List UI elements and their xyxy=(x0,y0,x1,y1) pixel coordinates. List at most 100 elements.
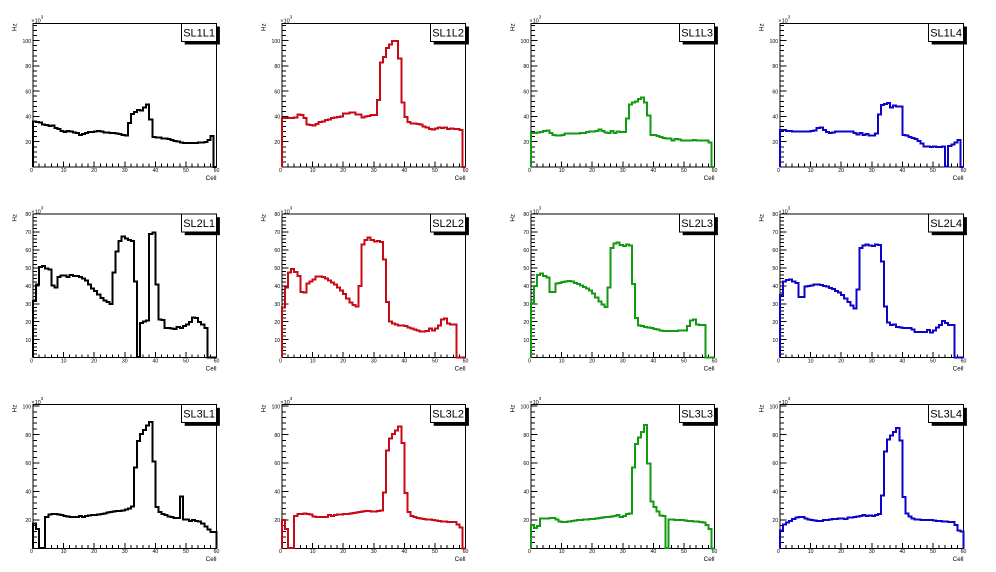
svg-text:50: 50 xyxy=(432,168,438,174)
svg-text:50: 50 xyxy=(772,266,778,272)
svg-text:50: 50 xyxy=(523,266,529,272)
svg-text:Cell: Cell xyxy=(704,366,715,373)
svg-text:60: 60 xyxy=(274,461,280,467)
svg-text:Hz: Hz xyxy=(12,405,19,413)
svg-text:SL3L3: SL3L3 xyxy=(681,409,713,421)
svg-text:SL3L1: SL3L1 xyxy=(183,409,215,421)
svg-text:30: 30 xyxy=(869,359,875,365)
svg-text:40: 40 xyxy=(401,359,407,365)
svg-text:20: 20 xyxy=(589,168,595,174)
svg-text:40: 40 xyxy=(25,115,31,121)
svg-text:SL1L1: SL1L1 xyxy=(183,27,215,39)
svg-text:40: 40 xyxy=(899,549,905,555)
svg-text:50: 50 xyxy=(681,168,687,174)
svg-text:10: 10 xyxy=(772,338,778,344)
svg-text:Cell: Cell xyxy=(206,175,217,182)
svg-text:SL2L1: SL2L1 xyxy=(183,218,215,230)
svg-text:Hz: Hz xyxy=(759,23,766,31)
svg-text:Cell: Cell xyxy=(704,175,715,182)
svg-text:Hz: Hz xyxy=(510,214,517,222)
svg-text:40: 40 xyxy=(274,115,280,121)
svg-text:60: 60 xyxy=(961,168,967,174)
svg-text:Cell: Cell xyxy=(455,556,466,563)
svg-text:30: 30 xyxy=(274,302,280,308)
svg-text:Hz: Hz xyxy=(12,23,19,31)
svg-text:30: 30 xyxy=(122,549,128,555)
svg-text:30: 30 xyxy=(620,359,626,365)
svg-text:SL1L2: SL1L2 xyxy=(432,27,464,39)
svg-text:0: 0 xyxy=(279,359,282,365)
svg-text:30: 30 xyxy=(122,168,128,174)
svg-text:50: 50 xyxy=(432,359,438,365)
svg-text:Cell: Cell xyxy=(206,366,217,373)
svg-text:Hz: Hz xyxy=(261,23,268,31)
svg-text:20: 20 xyxy=(838,168,844,174)
svg-text:50: 50 xyxy=(25,266,31,272)
svg-text:20: 20 xyxy=(340,549,346,555)
svg-text:×103: ×103 xyxy=(31,15,44,25)
svg-text:Hz: Hz xyxy=(12,214,19,222)
svg-text:×103: ×103 xyxy=(31,396,44,406)
svg-text:10: 10 xyxy=(274,338,280,344)
svg-text:70: 70 xyxy=(274,230,280,236)
svg-text:60: 60 xyxy=(214,549,220,555)
svg-text:20: 20 xyxy=(340,168,346,174)
svg-text:80: 80 xyxy=(772,64,778,70)
svg-text:20: 20 xyxy=(772,518,778,524)
svg-text:Cell: Cell xyxy=(455,366,466,373)
svg-text:70: 70 xyxy=(25,230,31,236)
svg-text:40: 40 xyxy=(899,168,905,174)
svg-text:40: 40 xyxy=(152,549,158,555)
svg-text:Hz: Hz xyxy=(510,405,517,413)
svg-text:60: 60 xyxy=(961,549,967,555)
svg-text:0: 0 xyxy=(528,549,531,555)
svg-text:0: 0 xyxy=(30,359,33,365)
svg-text:×103: ×103 xyxy=(778,15,791,25)
svg-text:50: 50 xyxy=(930,168,936,174)
svg-text:×103: ×103 xyxy=(31,205,44,215)
svg-text:10: 10 xyxy=(61,359,67,365)
svg-text:60: 60 xyxy=(523,461,529,467)
svg-text:10: 10 xyxy=(310,549,316,555)
svg-text:20: 20 xyxy=(523,140,529,146)
svg-text:50: 50 xyxy=(183,549,189,555)
svg-text:20: 20 xyxy=(589,549,595,555)
svg-text:20: 20 xyxy=(340,359,346,365)
svg-text:10: 10 xyxy=(808,549,814,555)
svg-text:40: 40 xyxy=(274,490,280,496)
svg-text:SL2L2: SL2L2 xyxy=(432,218,464,230)
svg-text:20: 20 xyxy=(838,359,844,365)
svg-text:10: 10 xyxy=(808,168,814,174)
svg-text:100: 100 xyxy=(770,404,779,410)
svg-text:SL2L4: SL2L4 xyxy=(930,218,962,230)
svg-text:60: 60 xyxy=(712,549,718,555)
svg-text:0: 0 xyxy=(279,168,282,174)
svg-text:50: 50 xyxy=(681,549,687,555)
svg-text:20: 20 xyxy=(523,320,529,326)
svg-text:10: 10 xyxy=(559,359,565,365)
svg-text:0: 0 xyxy=(777,359,780,365)
svg-text:×103: ×103 xyxy=(280,205,293,215)
svg-text:20: 20 xyxy=(589,359,595,365)
svg-text:10: 10 xyxy=(310,168,316,174)
svg-text:40: 40 xyxy=(772,115,778,121)
svg-text:Hz: Hz xyxy=(261,405,268,413)
svg-text:30: 30 xyxy=(869,168,875,174)
svg-text:60: 60 xyxy=(712,168,718,174)
svg-text:60: 60 xyxy=(523,89,529,95)
svg-text:Cell: Cell xyxy=(206,556,217,563)
svg-text:20: 20 xyxy=(772,140,778,146)
svg-text:×103: ×103 xyxy=(778,205,791,215)
svg-text:60: 60 xyxy=(772,89,778,95)
svg-text:40: 40 xyxy=(152,359,158,365)
svg-text:20: 20 xyxy=(25,140,31,146)
svg-text:SL3L4: SL3L4 xyxy=(930,409,962,421)
svg-text:50: 50 xyxy=(930,549,936,555)
svg-text:20: 20 xyxy=(91,359,97,365)
svg-text:40: 40 xyxy=(650,549,656,555)
svg-text:50: 50 xyxy=(930,359,936,365)
svg-text:60: 60 xyxy=(961,359,967,365)
svg-text:100: 100 xyxy=(272,404,281,410)
svg-text:70: 70 xyxy=(772,230,778,236)
svg-text:20: 20 xyxy=(523,518,529,524)
